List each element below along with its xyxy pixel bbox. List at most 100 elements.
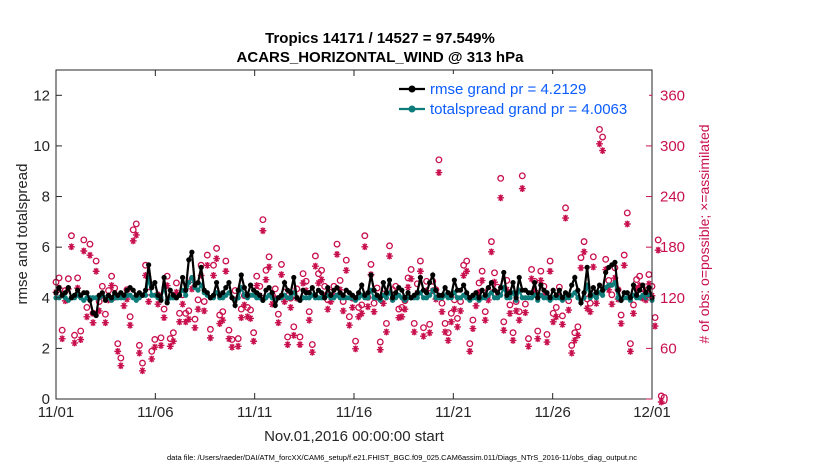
obs-assimilated-point <box>537 277 545 284</box>
x-tick-label: 11/16 <box>336 404 372 421</box>
obs-possible-point <box>80 236 88 244</box>
rmse-point <box>161 274 167 281</box>
rmse-point <box>183 287 189 293</box>
rmse-point <box>501 269 507 276</box>
obs-possible-point <box>213 244 221 252</box>
obs-possible-point <box>491 269 498 277</box>
obs-assimilated-point <box>395 314 403 322</box>
rmse-point <box>615 287 621 293</box>
rmse-point <box>278 292 285 298</box>
obs-possible-point <box>534 327 542 335</box>
legend-box <box>393 74 649 120</box>
obs-assimilated-point <box>488 248 495 256</box>
obs-assimilated-point <box>345 321 353 329</box>
obs-assimilated-point <box>583 304 591 312</box>
obs-assimilated-point <box>135 349 143 357</box>
obs-assimilated-point <box>438 308 446 316</box>
obs-possible-point <box>219 308 227 316</box>
obs-assimilated-point <box>83 313 91 321</box>
rmse-point <box>559 295 566 301</box>
obs-possible-point <box>74 274 82 282</box>
obs-possible-point <box>117 354 125 362</box>
x-axis: 11/01 11/06 11/11 11/16 11/21 11/26 12/01 <box>38 70 671 421</box>
y-right-tick-label: 60 <box>660 340 677 357</box>
rmse-point <box>164 300 170 306</box>
obs-possible-point <box>169 329 177 337</box>
obs-assimilated-point <box>531 287 539 295</box>
obs-assimilated-point <box>435 169 443 176</box>
obs-assimilated-point <box>315 279 322 287</box>
obs-possible-point <box>265 253 273 261</box>
obs-assimilated-point <box>308 348 316 356</box>
obs-possible-point <box>651 314 659 321</box>
obs-possible-point <box>308 341 316 348</box>
obs-assimilated-point <box>71 339 78 347</box>
totalspread-point <box>195 287 201 293</box>
obs-possible-point <box>206 325 214 333</box>
obs-assimilated-point <box>311 262 319 270</box>
obs-possible-point <box>277 260 285 268</box>
rmse-point <box>365 290 371 296</box>
data-file-footer: data file: /Users/raeder/DAI/ATM_forcXX/… <box>167 453 637 462</box>
obs-assimilated-point <box>404 283 412 291</box>
rmse-point <box>87 297 93 303</box>
obs-assimilated-point <box>602 266 610 273</box>
obs-assimilated-point <box>324 305 332 313</box>
obs-assimilated-point <box>450 305 458 313</box>
obs-assimilated-point <box>617 320 625 327</box>
obs-possible-point <box>420 324 427 332</box>
obs-possible-point <box>148 347 156 355</box>
obs-assimilated-point <box>633 285 640 293</box>
obs-assimilated-point <box>410 328 418 336</box>
obs-assimilated-point <box>129 237 137 245</box>
y-right-tick-label: 0 <box>660 391 668 408</box>
obs-assimilated-point <box>571 337 579 344</box>
obs-assimilated-point <box>444 337 452 344</box>
obs-possible-point <box>438 299 446 307</box>
legend-spread-marker <box>408 105 416 113</box>
obs-assimilated-point <box>274 319 282 327</box>
totalspread-point <box>599 292 606 298</box>
y-tick-label: 6 <box>42 239 50 256</box>
rmse-point <box>439 292 445 298</box>
obs-assimilated-point <box>179 300 187 308</box>
obs-assimilated-point <box>630 310 637 317</box>
rmse-point <box>186 257 192 263</box>
obs-possible-point <box>64 275 72 283</box>
obs-possible-point <box>410 320 418 327</box>
rmse-point <box>84 290 90 296</box>
obs-assimilated-point <box>210 272 217 279</box>
obs-assimilated-point <box>268 300 276 308</box>
rmse-point <box>377 295 383 301</box>
y-axis-right: 0 60 120 180 240 300 360 <box>646 87 685 408</box>
obs-possible-point <box>525 335 532 343</box>
obs-assimilated-point <box>342 267 350 274</box>
obs-possible-point <box>608 291 616 299</box>
chart-title-group: Tropics 14171 / 14527 = 97.549% ACARS_HO… <box>237 30 525 66</box>
obs-possible-point <box>602 255 610 263</box>
rmse-point <box>535 295 541 301</box>
rmse-point <box>476 295 482 301</box>
rmse-point <box>288 290 294 296</box>
rmse-point <box>556 287 562 293</box>
rmse-point <box>56 285 62 291</box>
obs-possible-point <box>259 216 267 224</box>
y-axis-left: 0 2 4 6 8 10 12 <box>33 87 62 408</box>
obs-assimilated-point <box>593 299 600 307</box>
obs-assimilated-point <box>166 342 174 350</box>
rmse-point <box>550 287 556 293</box>
obs-assimilated-point <box>525 342 532 350</box>
obs-assimilated-point <box>611 274 619 282</box>
obs-possible-point <box>552 303 560 311</box>
obs-possible-point <box>157 334 165 342</box>
rmse-point <box>380 279 386 286</box>
obs-assimilated-point <box>506 310 514 317</box>
obs-possible-point <box>546 257 554 265</box>
obs-assimilated-point <box>200 307 208 315</box>
obs-assimilated-point <box>497 194 505 202</box>
rmse-point <box>281 279 288 286</box>
obs-assimilated-point <box>562 214 569 222</box>
obs-assimilated-point <box>58 335 66 343</box>
obs-assimilated-point <box>108 282 115 289</box>
obs-assimilated-point <box>216 320 224 327</box>
